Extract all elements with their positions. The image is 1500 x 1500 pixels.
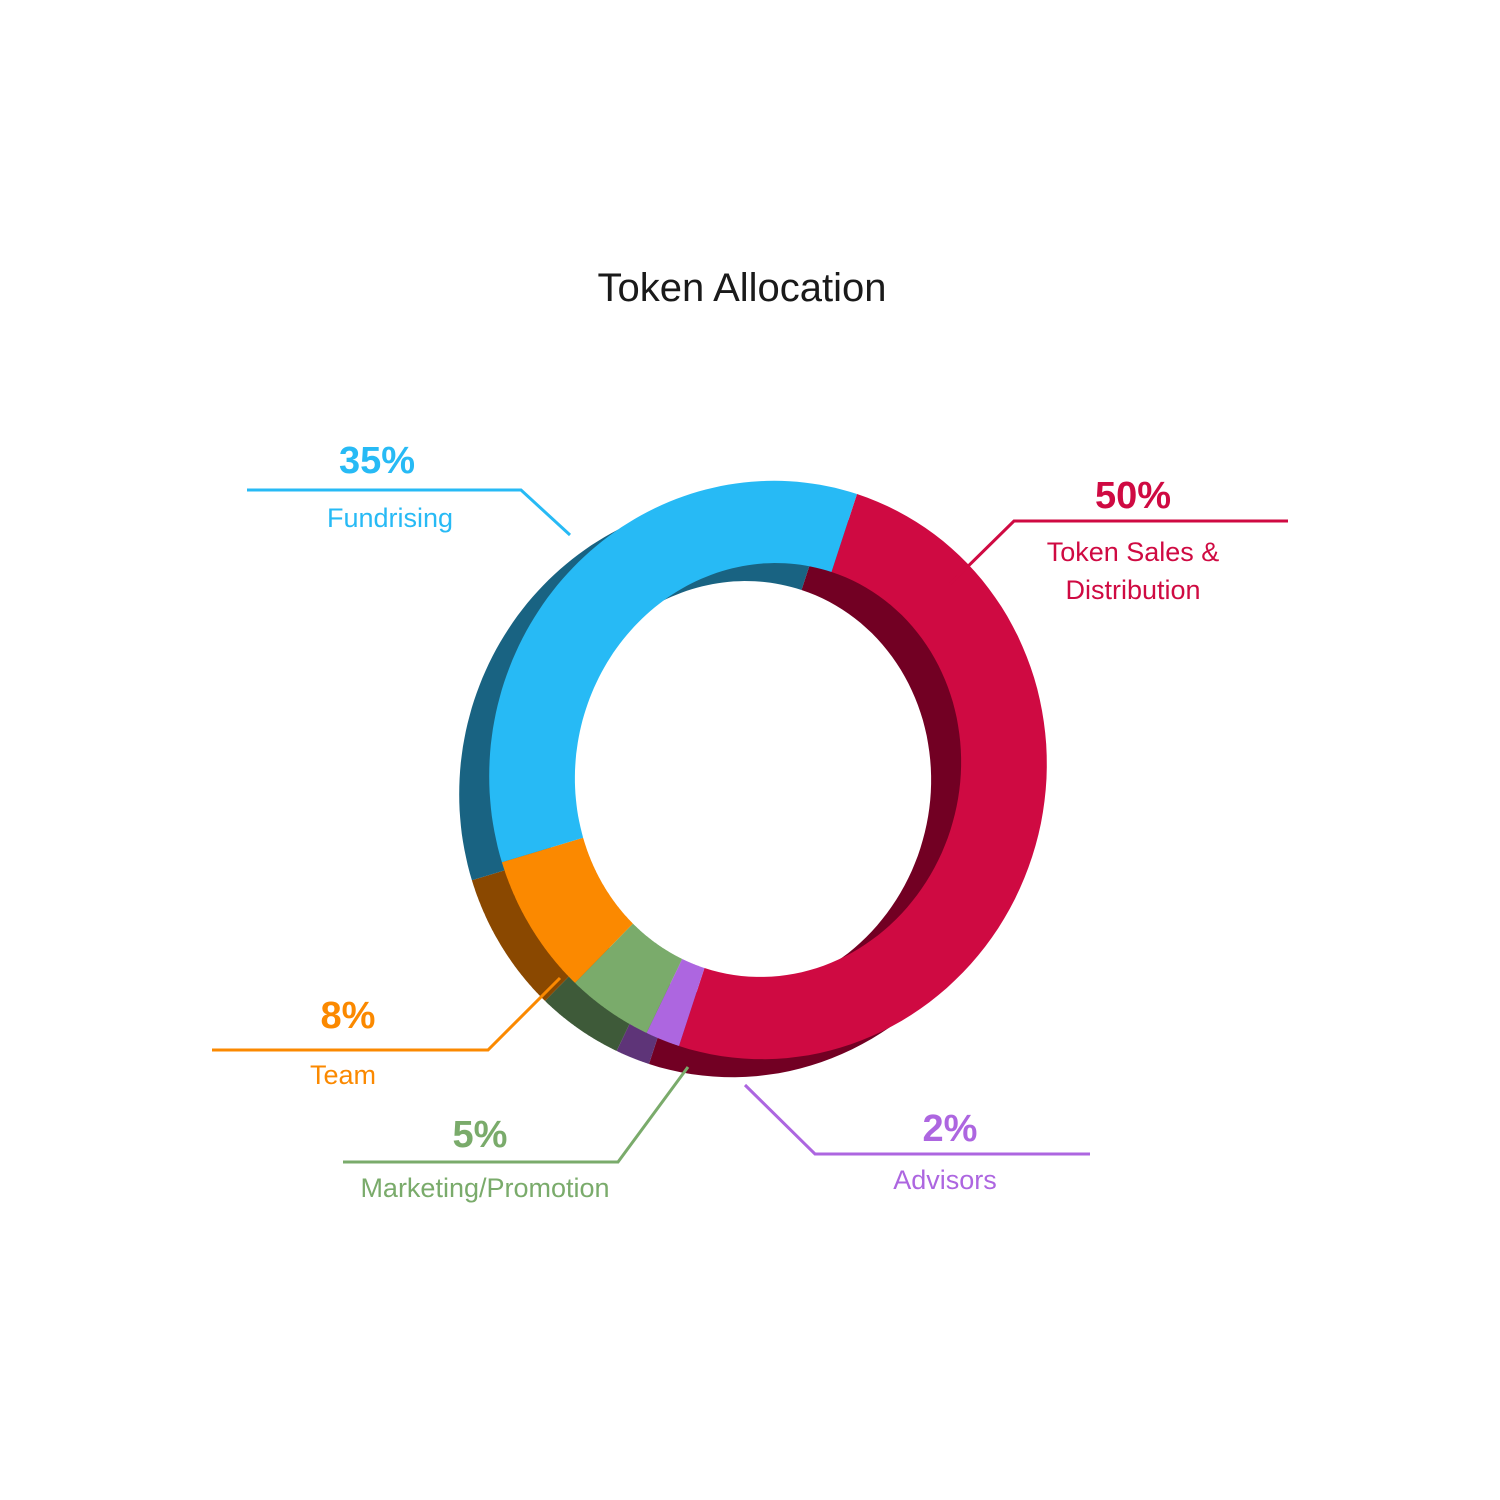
leader-line-marketing-promotion bbox=[343, 1066, 690, 1164]
leader-line-token-sales-distribution bbox=[948, 519, 1288, 586]
value-label-token-sales-distribution: 50% bbox=[1095, 475, 1171, 517]
category-label-marketing-promotion: Marketing/Promotion bbox=[360, 1173, 609, 1203]
slice-fundrising bbox=[489, 480, 857, 863]
callouts-layer: 50% Token Sales & Distribution 2% Advisors 5%… bbox=[212, 440, 1288, 1203]
category-label-team: Team bbox=[310, 1060, 376, 1090]
value-label-team: 8% bbox=[321, 995, 376, 1037]
value-label-marketing-promotion: 5% bbox=[453, 1114, 508, 1156]
leader-line-advisors bbox=[743, 1083, 1090, 1156]
slice-advisors bbox=[646, 958, 705, 1046]
slice-team bbox=[501, 837, 633, 983]
ring-face-layer bbox=[489, 480, 1047, 1060]
slice-marketing-promotion bbox=[575, 923, 683, 1033]
category-label-advisors: Advisors bbox=[893, 1165, 997, 1195]
category-label-token-sales-distribution-line-2: Distribution bbox=[1065, 575, 1200, 605]
category-label-fundrising: Fundrising bbox=[327, 503, 453, 533]
slice-token-sales-distribution bbox=[679, 494, 1047, 1060]
value-label-fundrising: 35% bbox=[339, 440, 415, 482]
category-label-token-sales-distribution-line-1: Token Sales & bbox=[1047, 537, 1220, 567]
chart-title: Token Allocation bbox=[597, 266, 886, 310]
leader-line-fundrising bbox=[247, 488, 572, 537]
leader-line-team bbox=[212, 976, 562, 1052]
value-label-advisors: 2% bbox=[923, 1108, 978, 1150]
